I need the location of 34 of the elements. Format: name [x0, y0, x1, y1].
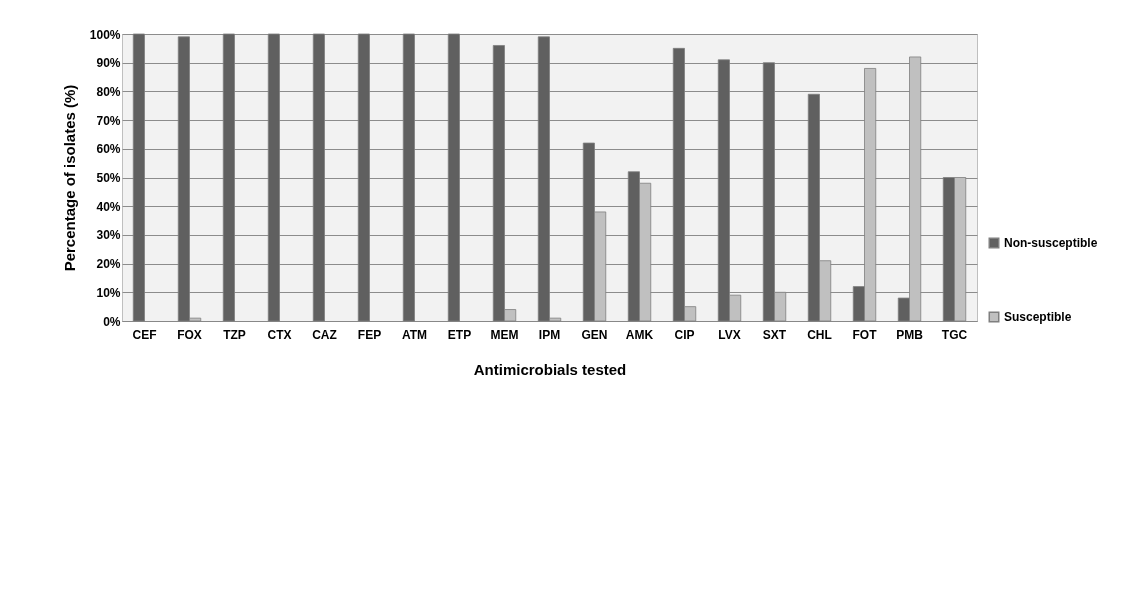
x-tick-label: FOT: [852, 327, 878, 342]
y-tick-label: 90%: [96, 56, 121, 71]
legend-label: Non-susceptible: [1004, 236, 1098, 250]
x-tick-label: FOX: [177, 327, 202, 342]
x-tick-label: GEN: [581, 327, 608, 342]
x-tick-label: ATM: [401, 327, 428, 342]
y-tick-label: 80%: [96, 84, 121, 99]
y-tick-label: 10%: [96, 285, 121, 300]
x-tick-label: CTX: [267, 327, 292, 342]
legend-label: Susceptible: [1004, 310, 1072, 324]
x-tick-label: TGC: [941, 327, 968, 342]
x-axis-title: Antimicrobials tested: [473, 360, 627, 378]
y-tick-label: 100%: [89, 27, 121, 42]
x-tick-label: CHL: [807, 327, 832, 342]
y-tick-label: 70%: [96, 113, 121, 128]
y-axis-title: Percentage of isolates (%): [60, 84, 78, 272]
x-tick-label: CAZ: [312, 327, 337, 342]
x-tick-label: AMK: [625, 327, 654, 342]
y-tick-label: 40%: [96, 199, 121, 214]
x-tick-label: ETP: [447, 327, 472, 342]
x-tick-label: CIP: [674, 327, 695, 342]
y-tick-label: 60%: [96, 142, 121, 157]
x-tick-label: PMB: [896, 327, 924, 342]
x-tick-label: IPM: [538, 327, 561, 342]
x-tick-label: CEF: [132, 327, 157, 342]
y-tick-label: 0%: [103, 314, 121, 329]
x-tick-label: FEP: [357, 327, 382, 342]
y-tick-label: 20%: [96, 257, 121, 272]
y-tick-label: 30%: [96, 228, 121, 243]
x-tick-label: SXT: [762, 327, 787, 342]
y-tick-label: 50%: [96, 171, 121, 185]
x-tick-label: MEM: [490, 327, 519, 342]
x-tick-label: LVX: [718, 327, 741, 342]
x-tick-label: TZP: [223, 327, 246, 342]
